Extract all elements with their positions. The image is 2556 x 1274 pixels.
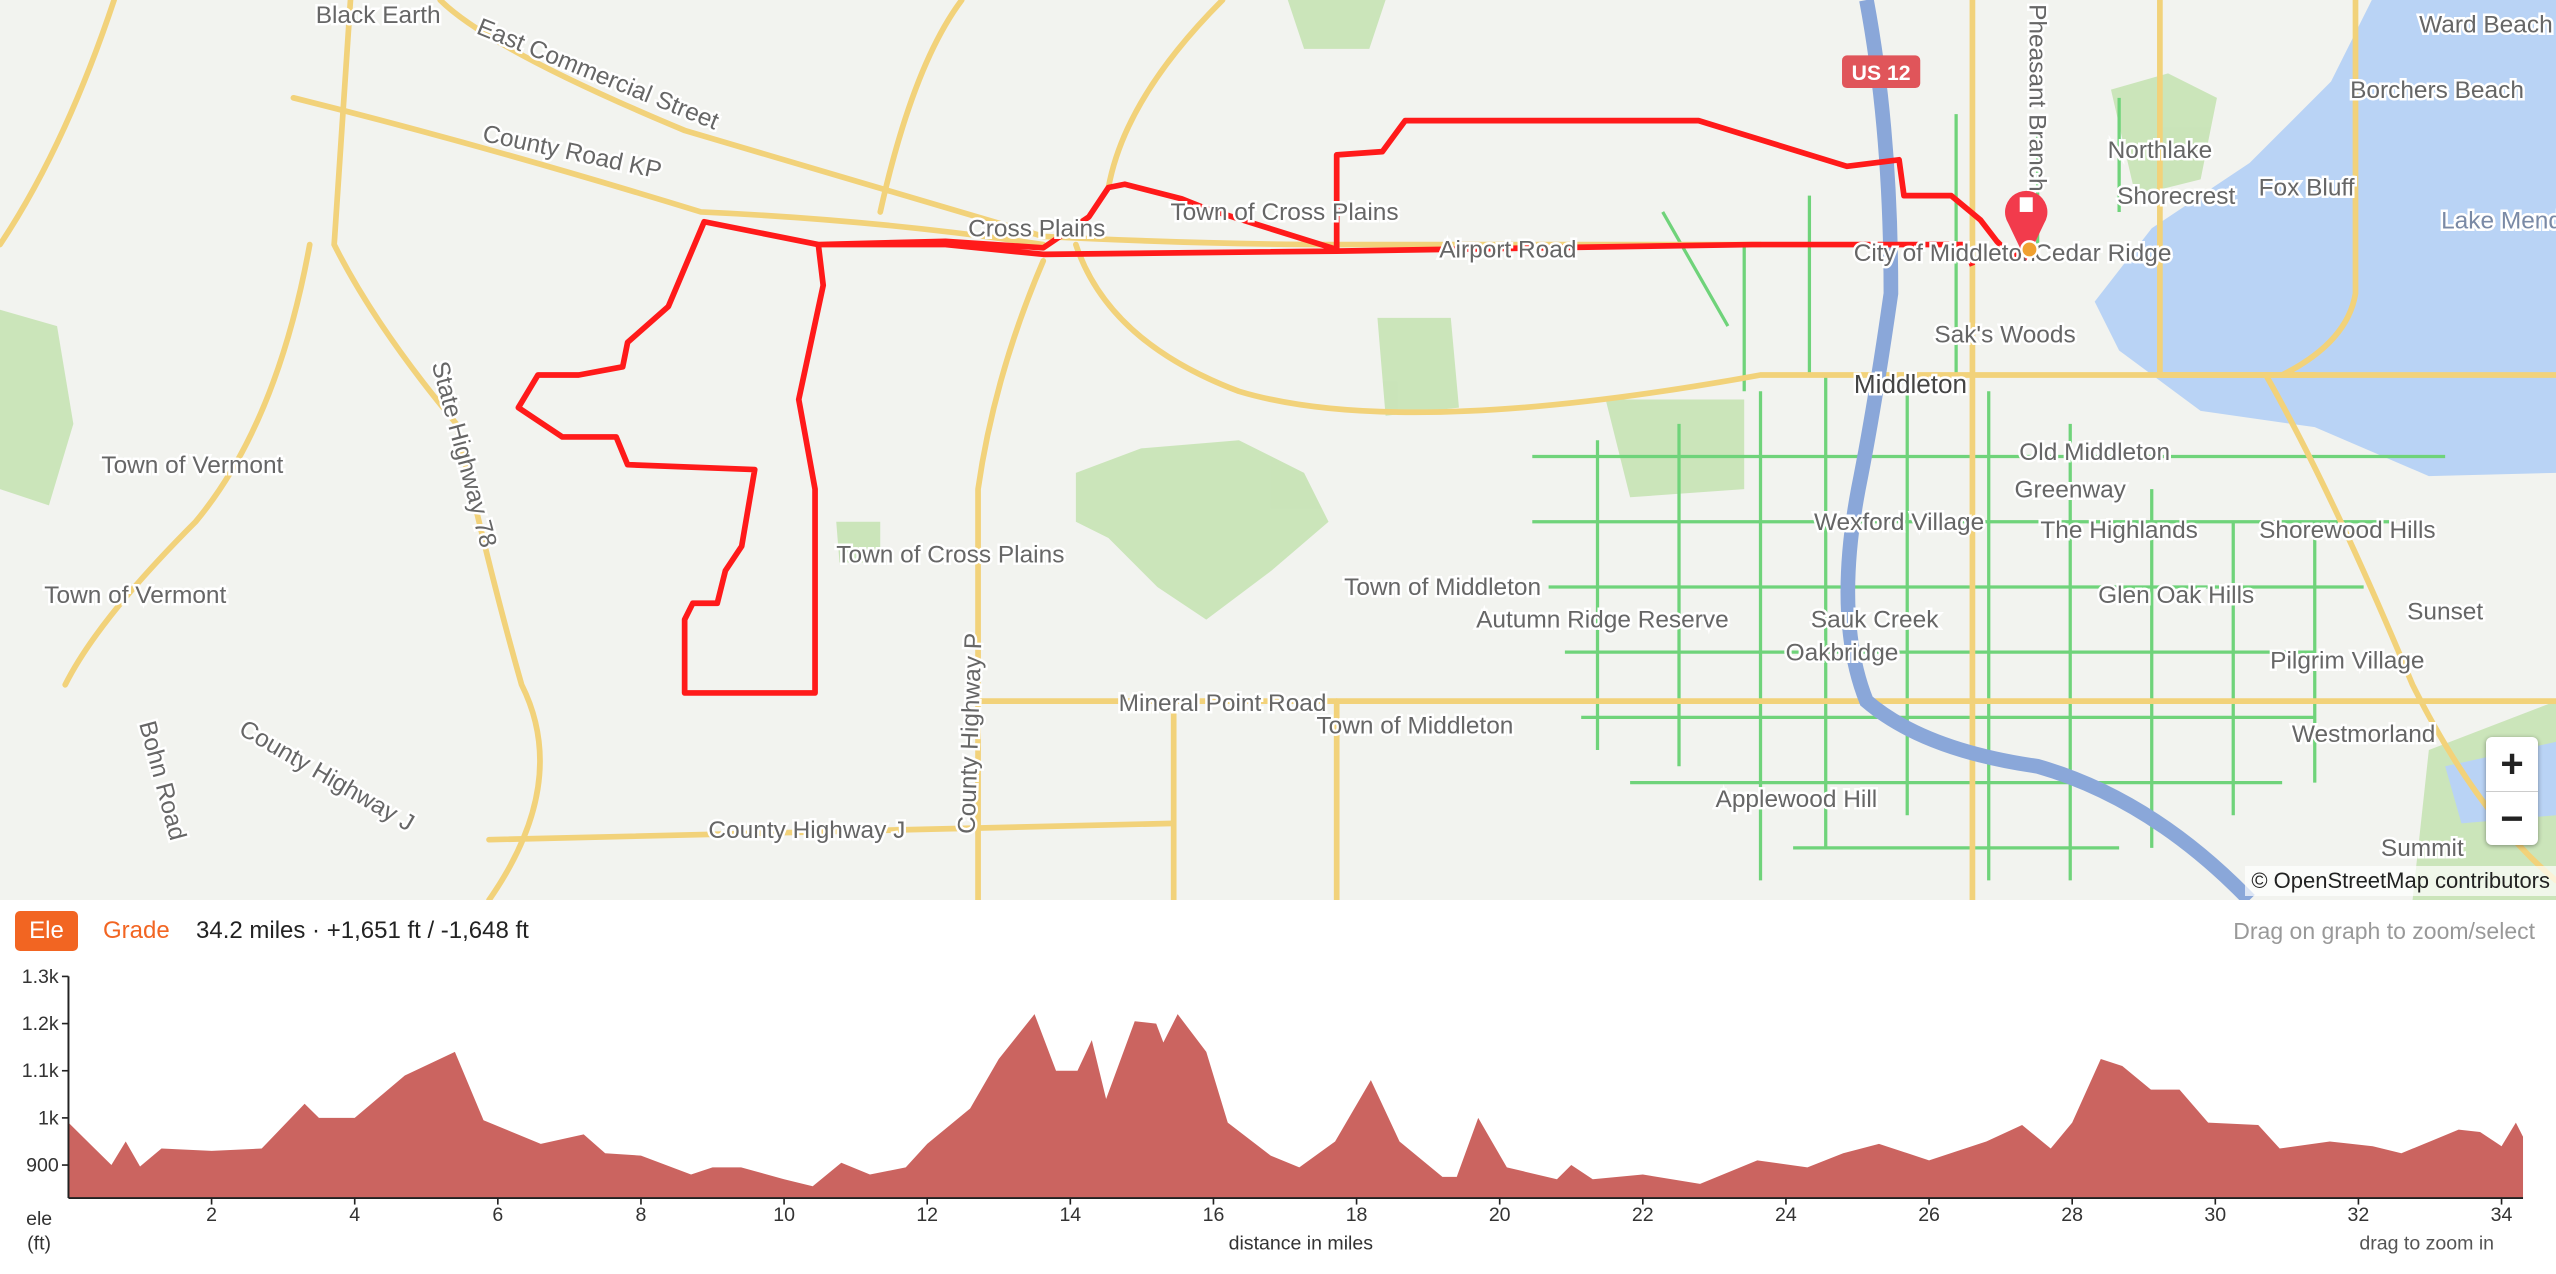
road-shield-label: US 12 — [1852, 62, 1911, 85]
road-label: Pheasant Branch — [2023, 4, 2050, 192]
place-label: Town of Cross Plains — [1170, 199, 1398, 226]
place-label: Pilgrim Village — [2270, 647, 2424, 674]
x-tick-label: 2 — [206, 1204, 217, 1226]
place-label: Middleton — [1854, 369, 1967, 399]
x-tick-label: 24 — [1775, 1204, 1797, 1226]
us-12-highway — [1840, 0, 2255, 900]
x-tick-label: 16 — [1203, 1204, 1225, 1226]
x-tick-label: 12 — [916, 1204, 938, 1226]
place-label: Town of Middleton — [1316, 713, 1513, 740]
place-label: Town of Vermont — [101, 452, 283, 479]
place-label: Glen Oak Hills — [2098, 582, 2254, 609]
tab-grade[interactable]: Grade — [103, 917, 170, 944]
place-label: Sauk Creek — [1811, 607, 1939, 634]
road-label: Airport Road — [1439, 237, 1576, 264]
elevation-panel-header: Ele Grade 34.2 miles · +1,651 ft / -1,64… — [0, 900, 2556, 970]
place-label: City of Middleton — [1854, 240, 2036, 267]
tab-elevation[interactable]: Ele — [15, 911, 78, 951]
x-tick-label: 10 — [773, 1204, 795, 1226]
y-tick-label: 1.1k — [22, 1060, 59, 1082]
x-tick-label: 4 — [349, 1204, 360, 1226]
place-label: Greenway — [2015, 476, 2127, 503]
drag-hint: Drag on graph to zoom/select — [2233, 918, 2535, 944]
urban-paths — [1532, 97, 2446, 881]
place-label: Westmorland — [2292, 721, 2436, 748]
place-label: Town of Cross Plains — [836, 541, 1064, 568]
route-stats: 34.2 miles · +1,651 ft / -1,648 ft — [196, 917, 529, 944]
y-tick-label: 1.3k — [22, 966, 59, 988]
x-tick-label: 22 — [1632, 1204, 1654, 1226]
zoom-out-button[interactable]: − — [2500, 796, 2524, 841]
zoom-in-button[interactable]: + — [2486, 737, 2538, 792]
place-label: Wexford Village — [1814, 509, 1984, 536]
y-tick-label: 1k — [38, 1107, 59, 1129]
route-line[interactable] — [515, 117, 2030, 696]
place-label: Shorewood Hills — [2259, 517, 2436, 544]
place-label: Black Earth — [316, 2, 441, 29]
drag-zoom-note: drag to zoom in — [2359, 1233, 2494, 1255]
place-label: Cedar Ridge — [2034, 240, 2171, 267]
x-tick-label: 20 — [1489, 1204, 1511, 1226]
x-tick-label: 6 — [492, 1204, 503, 1226]
road-label: Mineral Point Road — [1119, 690, 1327, 717]
elevation-area — [68, 1014, 2524, 1199]
place-label: Fox Bluff — [2259, 175, 2355, 202]
map-attribution[interactable]: © OpenStreetMap contributors — [2245, 866, 2556, 896]
road-label: County Highway J — [708, 817, 905, 844]
x-tick-label: 34 — [2491, 1204, 2513, 1226]
y-axis-unit: (ft) — [27, 1233, 51, 1255]
place-label: Summit — [2381, 835, 2464, 862]
zoom-control: + − — [2486, 737, 2538, 845]
x-tick-label: 14 — [1059, 1204, 1081, 1226]
x-tick-label: 18 — [1346, 1204, 1368, 1226]
x-tick-label: 26 — [1918, 1204, 1940, 1226]
x-tick-label: 8 — [636, 1204, 647, 1226]
x-tick-label: 30 — [2204, 1204, 2226, 1226]
lake-mendota — [2094, 0, 2556, 477]
place-label: Northlake — [2108, 137, 2213, 164]
road-shield-us-12: US 12 — [1842, 55, 1921, 89]
place-label: Sak's Woods — [1934, 321, 2075, 348]
place-label: Applewood Hill — [1716, 786, 1878, 813]
place-label: Cross Plains — [968, 215, 1105, 242]
place-label: Old Middleton — [2019, 439, 2170, 466]
x-tick-label: 32 — [2348, 1204, 2370, 1226]
route-start-dot-icon — [2020, 240, 2039, 259]
place-label: Ward Beach — [2419, 12, 2553, 39]
y-axis-label: ele — [26, 1208, 52, 1230]
place-label: Oakbridge — [1786, 639, 1899, 666]
place-label: Sunset — [2407, 599, 2483, 626]
place-label: Town of Vermont — [44, 582, 226, 609]
map-pin-stop-icon[interactable] — [2005, 190, 2048, 261]
place-label: Borchers Beach — [2350, 77, 2524, 104]
map[interactable]: US 12 Black Earth East Commercial Street… — [0, 0, 2556, 900]
water-label: Lake Mendota — [2441, 207, 2556, 234]
y-tick-label: 1.2k — [22, 1013, 59, 1035]
x-axis-label: distance in miles — [1229, 1233, 1374, 1255]
y-tick-label: 900 — [26, 1155, 59, 1177]
place-label: Autumn Ridge Reserve — [1476, 607, 1729, 634]
x-tick-label: 28 — [2061, 1204, 2083, 1226]
place-label: The Highlands — [2040, 517, 2198, 544]
place-label: Town of Middleton — [1344, 574, 1541, 601]
place-label: Shorecrest — [2117, 183, 2235, 210]
